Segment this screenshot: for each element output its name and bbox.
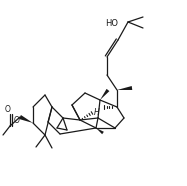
Text: O: O (5, 105, 11, 113)
Polygon shape (19, 115, 33, 123)
Polygon shape (96, 128, 104, 134)
Polygon shape (117, 86, 132, 90)
Text: HO: HO (105, 18, 118, 28)
Polygon shape (100, 89, 109, 100)
Text: O: O (14, 116, 20, 124)
Text: H: H (94, 108, 100, 116)
